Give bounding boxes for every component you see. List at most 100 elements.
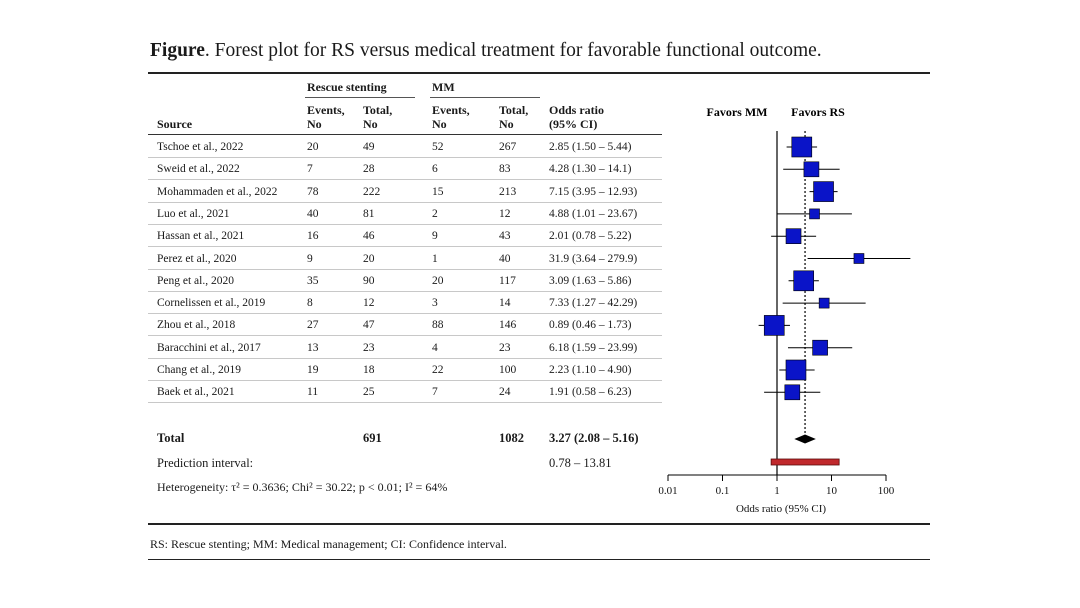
x-axis-label: Odds ratio (95% CI)	[736, 503, 826, 515]
cell-mm-events: 1	[432, 252, 438, 265]
cell-rs-total: 20	[363, 252, 375, 265]
x-tick-label: 1	[774, 485, 780, 497]
favors-rs-label: Favors RS	[791, 105, 845, 119]
study-square	[784, 384, 801, 401]
cell-source: Hassan et al., 2021	[157, 230, 245, 243]
cell-rs-events: 78	[307, 185, 319, 198]
study-square	[803, 161, 820, 178]
cell-rs-events: 13	[307, 341, 319, 354]
cell-source: Luo et al., 2021	[157, 207, 230, 220]
cell-source: Chang et al., 2019	[157, 364, 241, 376]
study-square	[818, 297, 830, 309]
heterogeneity-stats: Heterogeneity: τ² = 0.3636; Chi² = 30.22…	[157, 480, 448, 494]
cell-rs-total: 47	[363, 319, 375, 332]
col-mm-total: Total, No	[499, 103, 529, 131]
cell-or-ci: 4.28 (1.30 – 14.1)	[549, 163, 632, 176]
row-divider	[148, 246, 662, 248]
cell-mm-total: 40	[499, 252, 511, 265]
cell-rs-events: 20	[307, 141, 319, 153]
row-divider	[148, 201, 662, 203]
cell-rs-events: 8	[307, 297, 313, 310]
x-tick-label: 0.1	[716, 485, 730, 497]
x-tick-label: 10	[826, 485, 838, 497]
cell-rs-total: 25	[363, 386, 375, 399]
col-source: Source	[157, 117, 193, 131]
cell-rs-events: 27	[307, 319, 319, 332]
col-rs-events: Events, No	[307, 103, 345, 131]
cell-mm-events: 20	[432, 274, 444, 287]
group-header-mm: MM	[432, 80, 455, 94]
cell-rs-total: 18	[363, 364, 375, 376]
cell-mm-total: 14	[499, 297, 511, 310]
cell-mm-total: 213	[499, 185, 517, 198]
cell-mm-events: 88	[432, 319, 444, 332]
x-tick-label: 0.01	[658, 485, 677, 497]
study-square	[791, 136, 813, 158]
study-square	[793, 270, 815, 292]
pooled-diamond	[794, 434, 816, 444]
cell-mm-events: 15	[432, 185, 444, 198]
top-rule	[148, 72, 930, 74]
cell-rs-events: 19	[307, 364, 319, 376]
cell-rs-events: 9	[307, 252, 313, 265]
cell-rs-events: 35	[307, 274, 319, 287]
cell-mm-total: 23	[499, 341, 511, 354]
cell-mm-events: 7	[432, 386, 438, 399]
cell-source: Tschoe et al., 2022	[157, 141, 244, 153]
group-rule-rs	[305, 97, 415, 98]
study-square	[813, 181, 834, 202]
cell-rs-events: 16	[307, 230, 319, 243]
total-label: Total	[157, 431, 185, 445]
cell-source: Baek et al., 2021	[157, 386, 235, 399]
row-divider	[148, 313, 662, 315]
cell-mm-events: 2	[432, 207, 438, 220]
row-divider	[148, 357, 662, 359]
forest-plot: Favors MM Favors RS 0.01 0.1 1 10 100 Odds ra…	[658, 105, 911, 515]
study-square	[809, 208, 820, 220]
prediction-interval-value: 0.78 – 13.81	[549, 456, 612, 470]
study-square	[853, 253, 865, 264]
cell-mm-total: 146	[499, 319, 517, 332]
cell-source: Cornelissen et al., 2019	[157, 297, 266, 310]
cell-rs-total: 90	[363, 274, 375, 287]
cell-mm-events: 22	[432, 364, 444, 376]
prediction-interval-bar	[770, 458, 840, 466]
cell-mm-events: 52	[432, 141, 444, 153]
cell-mm-total: 100	[499, 364, 517, 376]
cell-mm-total: 83	[499, 163, 511, 176]
cell-mm-total: 12	[499, 207, 511, 220]
cell-mm-events: 6	[432, 163, 438, 176]
col-rs-total: Total, No	[363, 103, 393, 131]
cell-rs-events: 7	[307, 163, 313, 176]
cell-mm-total: 43	[499, 230, 511, 243]
x-tick-label: 100	[878, 485, 895, 497]
row-divider	[148, 290, 662, 292]
cell-source: Perez et al., 2020	[157, 252, 237, 265]
cell-mm-total: 267	[499, 141, 517, 153]
prediction-interval-label: Prediction interval:	[157, 456, 254, 470]
cell-rs-total: 46	[363, 230, 375, 243]
cell-source: Baracchini et al., 2017	[157, 341, 261, 354]
total-mm: 1082	[499, 431, 524, 445]
col-odds-ratio: Odds ratio (95% CI)	[549, 103, 605, 131]
study-square	[785, 359, 807, 381]
cell-mm-total: 24	[499, 386, 511, 399]
favors-mm-label: Favors MM	[707, 105, 768, 119]
total-odds-ratio: 3.27 (2.08 – 5.16)	[549, 431, 639, 445]
cell-or-ci: 2.85 (1.50 – 5.44)	[549, 141, 632, 153]
cell-rs-total: 222	[363, 185, 381, 198]
cell-rs-total: 23	[363, 341, 375, 354]
study-square	[812, 339, 828, 356]
cell-mm-events: 3	[432, 297, 438, 310]
cell-rs-events: 11	[307, 386, 319, 399]
bottom-rule	[148, 523, 930, 525]
row-divider	[148, 179, 662, 181]
row-divider	[148, 268, 662, 270]
cell-or-ci: 3.09 (1.63 – 5.86)	[549, 274, 632, 287]
cell-or-ci: 1.91 (0.58 – 6.23)	[549, 386, 632, 399]
cell-source: Peng et al., 2020	[157, 274, 234, 287]
cell-mm-events: 9	[432, 230, 438, 243]
cell-rs-total: 49	[363, 141, 375, 153]
cell-rs-total: 28	[363, 163, 375, 176]
study-square	[763, 315, 785, 336]
